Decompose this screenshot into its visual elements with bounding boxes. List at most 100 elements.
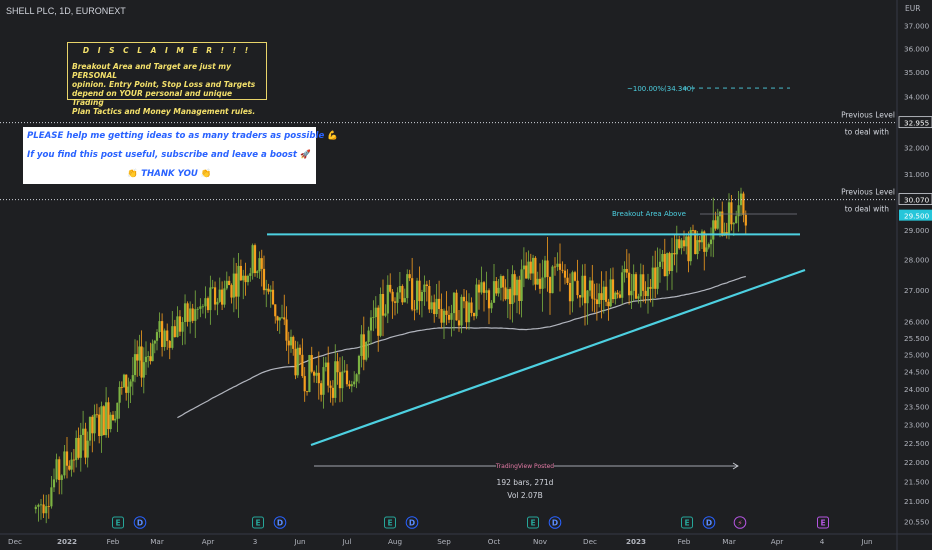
candle-body xyxy=(721,211,724,236)
ascending-trendline xyxy=(310,268,806,447)
candle-body xyxy=(732,223,735,225)
candle-body xyxy=(735,216,738,224)
candle-body xyxy=(65,451,69,466)
y-tick-label: 26.000 xyxy=(904,318,930,327)
candle-body xyxy=(70,459,73,470)
y-tick-label: 25.000 xyxy=(904,351,930,360)
candle-body xyxy=(737,205,740,217)
candle-body xyxy=(287,340,290,346)
candle-body xyxy=(712,220,715,240)
candle-body xyxy=(534,257,537,285)
candle-body xyxy=(191,308,194,321)
measure-arrow xyxy=(732,462,739,470)
candle-body xyxy=(605,286,608,302)
candle-body xyxy=(696,240,699,255)
candle-body xyxy=(334,361,337,398)
candle-body xyxy=(129,381,132,387)
promo-line-1: PLEASE help me getting ideas to as many … xyxy=(27,131,339,141)
candle-body xyxy=(360,334,363,356)
candle-body xyxy=(438,298,441,310)
candle-body xyxy=(204,298,207,307)
candle-body xyxy=(225,280,228,289)
y-tick-label: 29.000 xyxy=(904,226,930,235)
price-tag xyxy=(898,193,932,205)
candle-body xyxy=(656,266,659,289)
candle-body xyxy=(714,220,717,229)
candle-body xyxy=(178,316,182,332)
candle-body xyxy=(280,317,284,319)
candle-body xyxy=(289,336,293,346)
flexed-biceps-icon: 💪 xyxy=(327,131,339,141)
candle-body xyxy=(462,296,466,302)
candle-body xyxy=(58,459,61,480)
candle-body xyxy=(265,288,268,291)
candle-body xyxy=(621,272,624,298)
y-tick-label: 20.550 xyxy=(904,517,930,526)
candle-body xyxy=(447,314,451,320)
candle-body xyxy=(460,296,463,326)
candle-body xyxy=(520,269,523,301)
x-tick-label: 2022 xyxy=(57,537,77,546)
candle-body xyxy=(408,274,411,279)
event-marker-label: E xyxy=(684,519,689,528)
candle-body xyxy=(705,247,708,252)
candle-body xyxy=(256,271,259,274)
candle-body xyxy=(136,354,139,361)
candle-body xyxy=(600,293,603,300)
candle-body xyxy=(546,260,549,278)
candle-body xyxy=(430,302,433,310)
candle-body xyxy=(566,277,569,283)
candle-body xyxy=(365,341,368,360)
y-tick-label: 24.000 xyxy=(904,385,930,394)
candle-body xyxy=(527,261,530,279)
candle-body xyxy=(616,292,619,295)
candle-body xyxy=(367,330,370,342)
candle-body xyxy=(490,302,493,309)
candle-body xyxy=(283,317,286,320)
candle-body xyxy=(267,288,270,292)
price-axis: EUR37.00036.00035.00034.00033.00032.0003… xyxy=(896,0,932,550)
candle-body xyxy=(406,274,409,299)
candle-body xyxy=(292,336,295,349)
candle-body xyxy=(343,370,346,372)
promo-line-3: 👏 THANK YOU 👏 xyxy=(127,169,212,179)
y-tick-label: 23.500 xyxy=(904,403,930,412)
candle-body xyxy=(698,240,701,243)
candle-body xyxy=(317,372,320,384)
candle-body xyxy=(310,355,313,372)
candle-body xyxy=(88,416,92,441)
candle-body xyxy=(153,340,156,344)
candle-body xyxy=(661,253,664,262)
candle-body xyxy=(77,437,80,458)
candle-body xyxy=(118,386,121,403)
x-tick-label: Aug xyxy=(388,537,402,546)
candle-body xyxy=(242,275,245,281)
candle-body xyxy=(60,475,63,480)
y-tick-label: 25.500 xyxy=(904,334,930,343)
candle-body xyxy=(209,287,212,311)
candle-body xyxy=(151,343,154,362)
candle-body xyxy=(602,286,605,300)
candle-body xyxy=(716,216,719,229)
candle-body xyxy=(465,301,468,323)
candle-body xyxy=(700,231,704,243)
candle-body xyxy=(509,289,512,305)
candle-body xyxy=(91,416,94,434)
candle-body xyxy=(511,274,514,305)
price-tag xyxy=(898,116,932,129)
candle-body xyxy=(181,322,184,332)
dividend-marker xyxy=(733,516,747,529)
candle-body xyxy=(637,296,640,299)
y-tick-label: 21.500 xyxy=(904,477,930,486)
moving-average xyxy=(177,275,746,419)
candle-body xyxy=(176,316,179,338)
dividend-marker xyxy=(702,516,716,529)
y-tick-label: 23.000 xyxy=(904,421,930,430)
candle-body xyxy=(116,402,119,419)
candle-body xyxy=(230,285,233,298)
event-marker-label: D xyxy=(409,519,415,528)
event-marker-label: ⚡ xyxy=(737,519,742,528)
candle-body xyxy=(548,277,552,294)
candle-body xyxy=(379,293,382,336)
